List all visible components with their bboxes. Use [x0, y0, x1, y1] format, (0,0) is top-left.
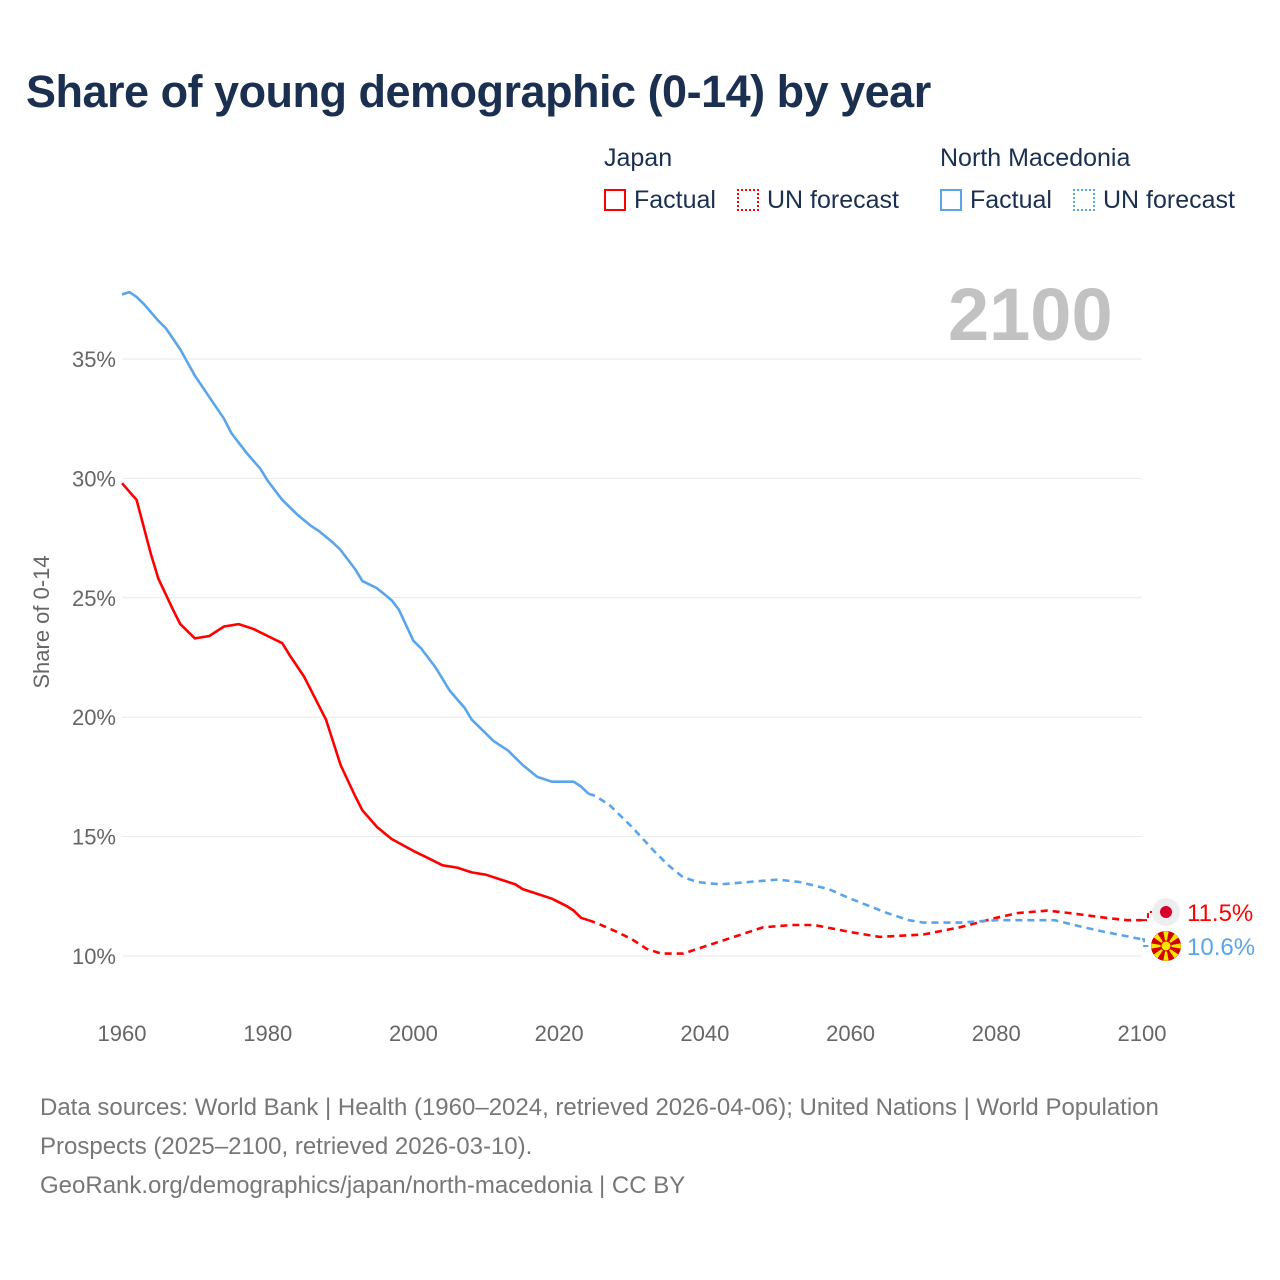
legend-nmk-forecast[interactable]: UN forecast — [1073, 186, 1235, 215]
current-year-display: 2100 — [948, 273, 1113, 356]
footer: Data sources: World Bank | Health (1960–… — [40, 1088, 1160, 1205]
legend-group-label: Japan — [604, 144, 673, 172]
swatch-dotted-icon — [1073, 189, 1095, 211]
flag-ray-icon — [1163, 946, 1169, 961]
y-tick-label: 25% — [72, 586, 116, 611]
north-macedonia-factual-line — [121, 290, 590, 795]
y-tick-label: 30% — [72, 466, 116, 491]
chart-title: Share of young demographic (0-14) by yea… — [26, 66, 931, 117]
legend-label: UN forecast — [767, 186, 899, 214]
japan-end-value: 11.5% — [1187, 900, 1253, 927]
y-tick-label: 15% — [72, 825, 116, 850]
legend-north-macedonia: North Macedonia Factual UN forecast — [940, 144, 1270, 224]
japan-forecast-line — [587, 909, 1142, 955]
flag-ray-icon — [1166, 943, 1181, 949]
x-tick-label: 2020 — [535, 1021, 584, 1046]
x-tick-label: 1980 — [243, 1021, 292, 1046]
japan-factual-line — [121, 482, 589, 922]
north-macedonia-end-value: 10.6% — [1187, 934, 1255, 961]
source-link[interactable]: GeoRank.org/demographics/japan/north-mac… — [40, 1172, 686, 1199]
legend-nmk-factual[interactable]: Factual — [940, 186, 1052, 215]
swatch-dotted-icon — [737, 189, 759, 211]
legend-japan-forecast[interactable]: UN forecast — [737, 186, 899, 215]
legend-group-label: North Macedonia — [940, 144, 1131, 172]
flag-ray-icon — [1163, 931, 1169, 946]
y-tick-label: 20% — [72, 705, 116, 730]
x-tick-label: 1960 — [98, 1021, 147, 1046]
legend-label: Factual — [970, 186, 1052, 214]
y-tick-label: 10% — [72, 944, 116, 969]
legend-label: Factual — [634, 186, 716, 214]
legend-japan-factual[interactable]: Factual — [604, 186, 716, 215]
legend-label: UN forecast — [1103, 186, 1235, 214]
swatch-solid-icon — [604, 189, 626, 211]
swatch-solid-icon — [940, 189, 962, 211]
japan-flag-sun-icon — [1160, 906, 1172, 918]
y-tick-label: 35% — [72, 347, 116, 372]
japan-connector — [1142, 911, 1152, 922]
north-macedonia-connector — [1142, 938, 1150, 947]
north-macedonia-forecast-line — [587, 792, 1143, 941]
legend-japan: Japan Factual UN forecast — [604, 144, 924, 224]
x-tick-label: 2000 — [389, 1021, 438, 1046]
x-tick-label: 2100 — [1118, 1021, 1167, 1046]
x-tick-label: 2040 — [680, 1021, 729, 1046]
x-tick-label: 2060 — [826, 1021, 875, 1046]
x-tick-label: 2080 — [972, 1021, 1021, 1046]
flag-sun-icon — [1160, 940, 1172, 952]
data-sources: Data sources: World Bank | Health (1960–… — [40, 1094, 1159, 1160]
flag-ray-icon — [1151, 943, 1166, 949]
